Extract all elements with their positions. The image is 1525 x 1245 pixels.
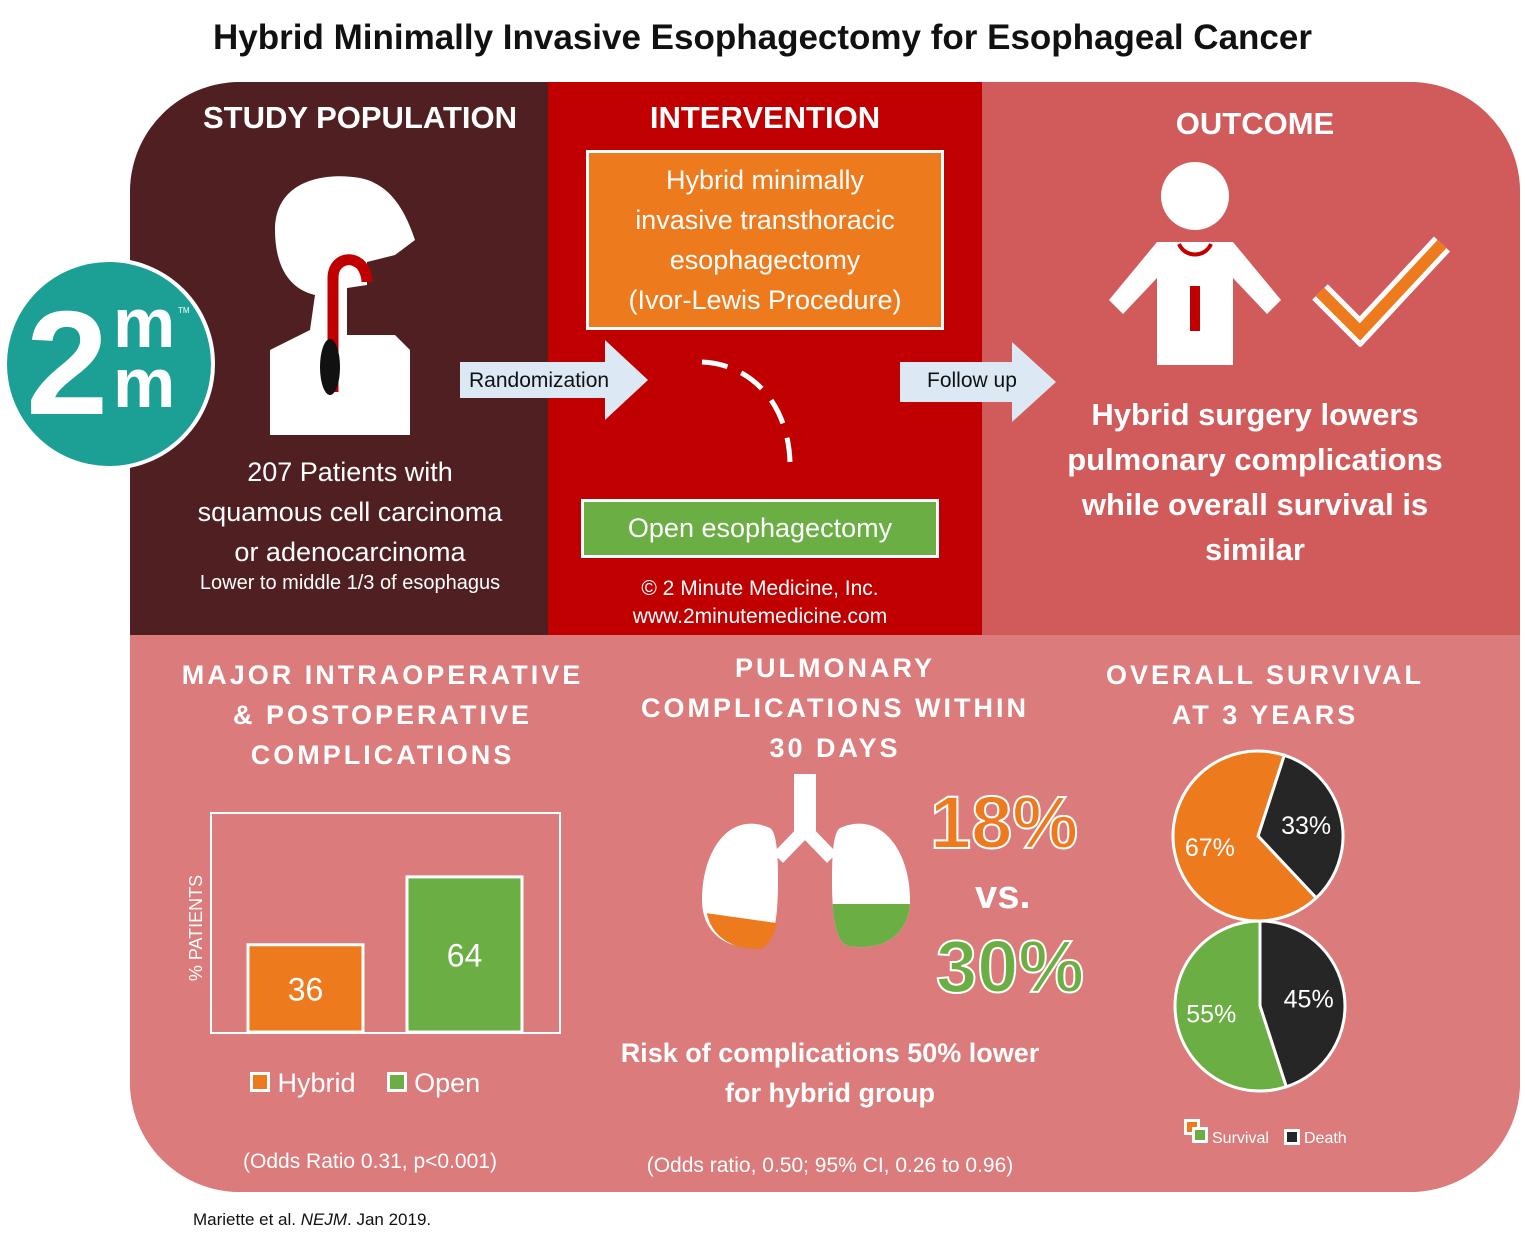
pie-slice-open-survival bbox=[1173, 919, 1289, 1093]
copyright-block: © 2 Minute Medicine, Inc. www.2minutemed… bbox=[580, 575, 940, 631]
population-line-1: 207 Patients with bbox=[247, 457, 453, 487]
survival-heading: OVERALL SURVIVAL AT 3 YEARS bbox=[1080, 655, 1450, 735]
bar-chart-ylabel: % PATIENTS bbox=[186, 875, 206, 981]
population-location: Lower to middle 1/3 of esophagus bbox=[199, 572, 501, 594]
lungs-icon bbox=[699, 774, 910, 953]
outcome-line-2: pulmonary complications bbox=[1067, 442, 1443, 477]
intervention-heading: INTERVENTION bbox=[649, 100, 881, 135]
person-icon bbox=[1109, 162, 1281, 365]
pie-label-hybrid-survival: 67% bbox=[1185, 834, 1235, 862]
pie-label-open-survival: 55% bbox=[1186, 1001, 1236, 1029]
pie-label-open-death: 45% bbox=[1284, 985, 1334, 1013]
major-heading-line-1: MAJOR INTRAOPERATIVE bbox=[181, 660, 584, 690]
population-description: 207 Patients with squamous cell carcinom… bbox=[150, 452, 550, 572]
hybrid-line-3: esophagectomy bbox=[669, 245, 861, 275]
bar-hybrid bbox=[246, 943, 365, 1034]
logo-m-bottom: m bbox=[113, 344, 176, 422]
website-text: www.2minutemedicine.com bbox=[632, 605, 888, 628]
patient-head-icon bbox=[270, 176, 415, 435]
outcome-heading: OUTCOME bbox=[1175, 106, 1335, 141]
open-procedure-box: Open esophagectomy bbox=[581, 499, 939, 558]
pie-label-hybrid-death: 33% bbox=[1281, 812, 1331, 840]
survival-heading-line-1: OVERALL SURVIVAL bbox=[1105, 660, 1425, 690]
outcome-line-4: similar bbox=[1205, 532, 1305, 567]
bar-label-open: 64 bbox=[447, 937, 483, 973]
outcome-panel bbox=[982, 82, 1520, 635]
survival-heading-line-2: AT 3 YEARS bbox=[1171, 700, 1359, 730]
major-heading-line-3: COMPLICATIONS bbox=[250, 740, 515, 770]
outcome-line-1: Hybrid surgery lowers bbox=[1091, 397, 1419, 432]
randomization-arrow-icon bbox=[460, 340, 648, 420]
pulmonary-stats: (Odds ratio, 0.50; 95% CI, 0.26 to 0.96) bbox=[646, 1154, 1014, 1177]
hybrid-line-2: invasive transthoracic bbox=[635, 205, 895, 235]
legend-open-label: Open bbox=[414, 1068, 481, 1098]
major-stats: (Odds Ratio 0.31, p<0.001) bbox=[243, 1150, 497, 1173]
legend-survival-label: Survival bbox=[1212, 1130, 1269, 1147]
pulmonary-heading-line-2: COMPLICATIONS WITHIN bbox=[641, 693, 1029, 723]
pulmonary-heading: PULMONARY COMPLICATIONS WITHIN 30 DAYS bbox=[620, 648, 1050, 768]
randomization-label: Randomization bbox=[469, 369, 610, 392]
bar-open bbox=[405, 875, 524, 1034]
legend-open-swatch bbox=[386, 1072, 407, 1092]
logo-m-top: m bbox=[113, 284, 176, 362]
page-title: Hybrid Minimally Invasive Esophagectomy … bbox=[213, 18, 1312, 57]
hybrid-line-1: Hybrid minimally bbox=[665, 165, 865, 195]
follow-up-label: Follow up bbox=[927, 369, 1017, 392]
study-population-heading: STUDY POPULATION bbox=[202, 100, 518, 135]
dashed-arc-divider bbox=[701, 359, 793, 463]
bar-chart-frame bbox=[210, 812, 561, 1034]
follow-up-arrow-icon bbox=[900, 342, 1056, 422]
hybrid-line-4: (Ivor-Lewis Procedure) bbox=[628, 285, 902, 315]
legend-death-swatch bbox=[1284, 1129, 1300, 1145]
versus-text: vs. bbox=[975, 873, 1031, 917]
legend-hybrid-label: Hybrid bbox=[277, 1068, 356, 1098]
risk-statement: Risk of complications 50% lower for hybr… bbox=[590, 1033, 1070, 1113]
pie-slice-hybrid-survival bbox=[1171, 749, 1319, 923]
logo-trademark: TM bbox=[178, 306, 190, 315]
bar-label-hybrid: 36 bbox=[288, 971, 324, 1007]
major-heading-line-2: & POSTOPERATIVE bbox=[232, 700, 533, 730]
survival-pie-charts: 33% 67% 45% 55% bbox=[1171, 749, 1347, 1093]
outcome-conclusion: Hybrid surgery lowers pulmonary complica… bbox=[1040, 392, 1470, 572]
pulmonary-heading-line-3: 30 DAYS bbox=[769, 733, 901, 763]
2mm-logo bbox=[3, 258, 215, 470]
pulmonary-heading-line-1: PULMONARY bbox=[735, 653, 935, 683]
outcome-line-3: while overall survival is bbox=[1081, 487, 1429, 522]
open-pulmonary-percent: 30% bbox=[935, 924, 1085, 1009]
pie-slice-open-death bbox=[1258, 919, 1347, 1089]
population-line-2: squamous cell carcinoma bbox=[197, 497, 503, 527]
risk-line-1: Risk of complications 50% lower bbox=[620, 1038, 1040, 1068]
legend-hybrid-swatch bbox=[250, 1072, 270, 1092]
checkmark-icon bbox=[1312, 236, 1451, 347]
citation: Mariette et al. NEJM. Jan 2019. bbox=[193, 1210, 432, 1229]
major-complications-bar-chart: % PATIENTS 36 64 bbox=[186, 812, 561, 1034]
hybrid-pulmonary-percent: 18% bbox=[929, 780, 1079, 865]
pie-slice-hybrid-death bbox=[1256, 753, 1345, 901]
population-line-3: or adenocarcinoma bbox=[234, 537, 466, 567]
hybrid-procedure-box: Hybrid minimally invasive transthoracic … bbox=[586, 150, 944, 330]
logo-two: 2 bbox=[26, 281, 109, 446]
legend-survival-open-swatch bbox=[1192, 1127, 1208, 1143]
survival-legend: Survival Death bbox=[1184, 1119, 1384, 1149]
legend-death-label: Death bbox=[1304, 1130, 1347, 1147]
bar-legend: Hybrid Open bbox=[250, 1068, 480, 1099]
copyright-text: © 2 Minute Medicine, Inc. bbox=[641, 577, 879, 600]
risk-line-2: for hybrid group bbox=[725, 1078, 935, 1108]
major-complications-heading: MAJOR INTRAOPERATIVE & POSTOPERATIVE COM… bbox=[170, 655, 595, 775]
